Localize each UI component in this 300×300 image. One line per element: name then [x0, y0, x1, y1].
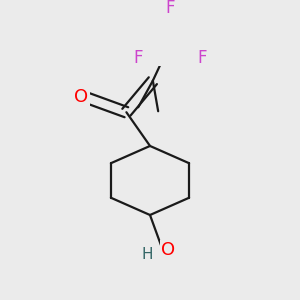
Text: F: F — [197, 49, 207, 67]
Text: O: O — [161, 241, 176, 259]
Text: O: O — [74, 88, 88, 106]
Text: F: F — [166, 0, 175, 17]
Text: H: H — [142, 247, 153, 262]
Text: F: F — [134, 49, 143, 67]
